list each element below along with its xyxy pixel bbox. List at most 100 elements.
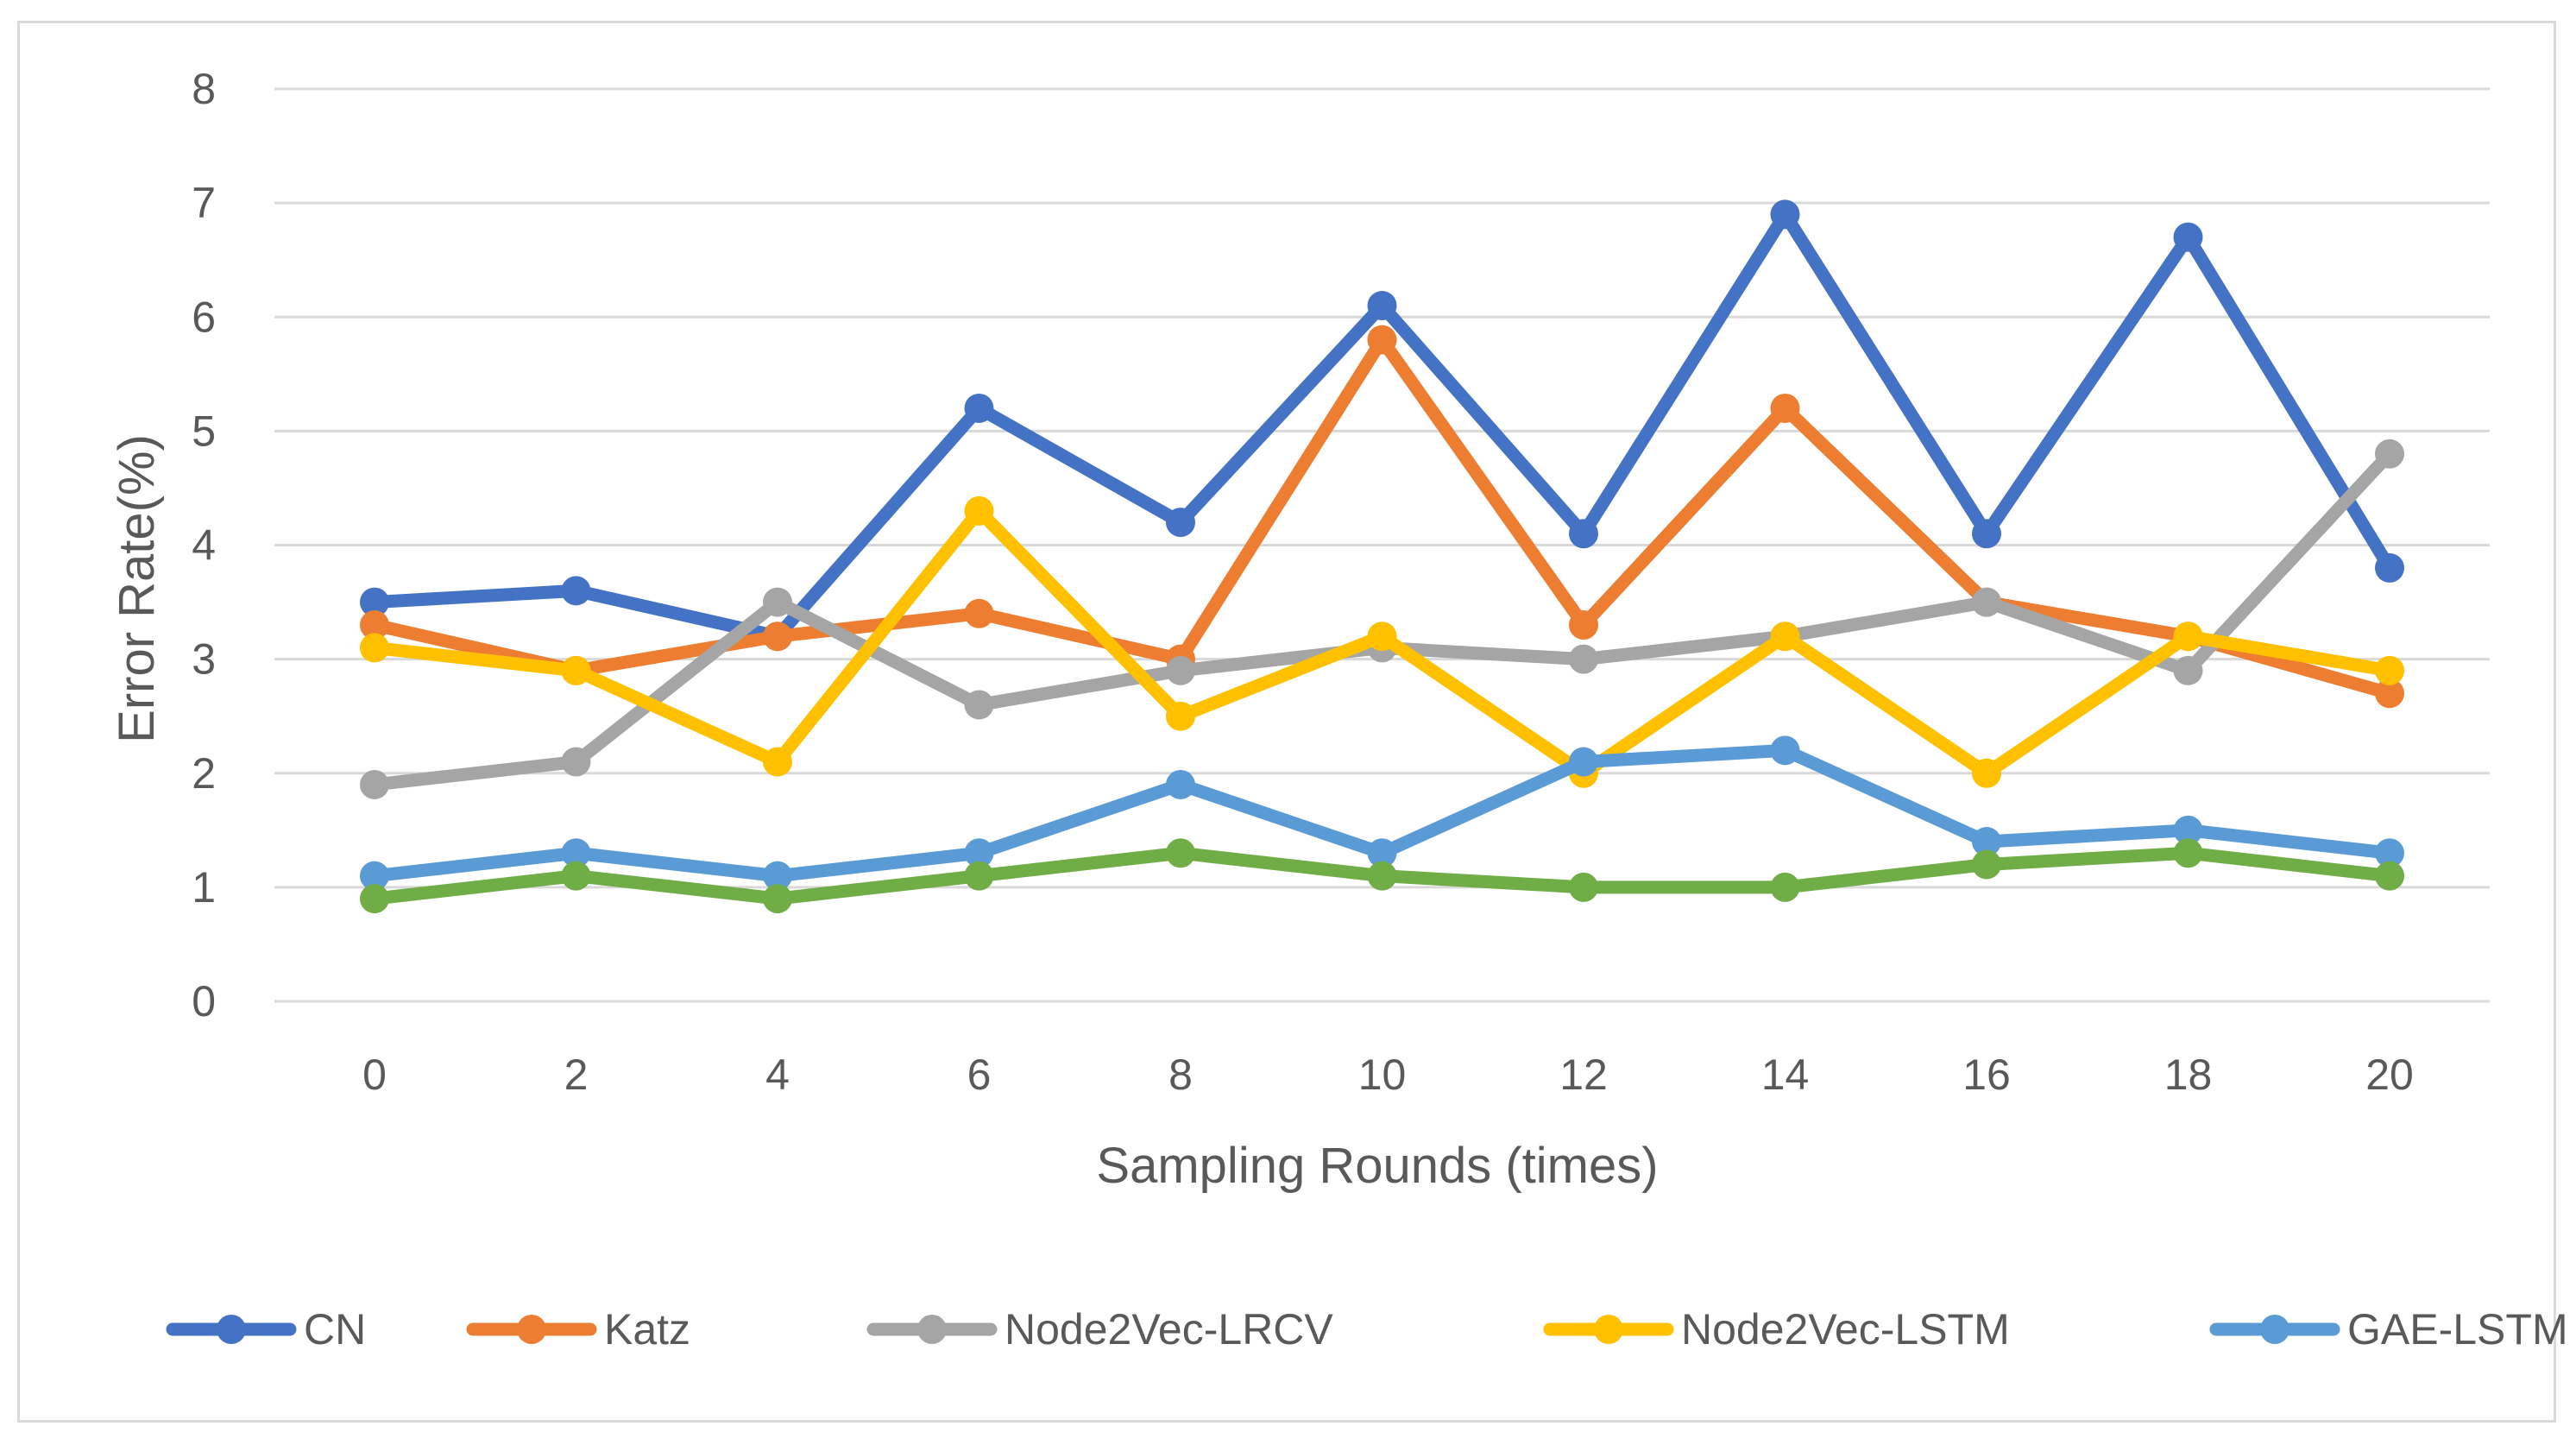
data-point: [1166, 701, 1195, 731]
data-point: [360, 587, 389, 617]
data-point: [360, 769, 389, 799]
x-tick-label: 14: [1761, 1051, 1810, 1099]
data-point: [561, 576, 591, 606]
data-point: [964, 838, 994, 868]
data-point: [2375, 655, 2404, 685]
series-0: [360, 199, 2404, 652]
legend-entry: CN: [166, 1305, 366, 1354]
data-point: [1972, 587, 2001, 617]
y-tick-labels: 0 1 2 3 4 5 6 7 8: [192, 65, 216, 1025]
data-point: [561, 655, 591, 685]
data-point: [2375, 678, 2404, 709]
x-tick-labels: 0 2 4 6 8 10 12 14 16 18 20: [362, 1051, 2414, 1099]
x-tick-label: 12: [1559, 1051, 1608, 1099]
x-tick-label: 18: [2164, 1051, 2213, 1099]
data-point: [1569, 644, 1598, 674]
x-axis-title: Sampling Rounds (times): [1096, 1138, 1658, 1194]
legend: CN Katz Node2Vec-LRCV Node2Vec-LSTM GAE-LSTM…: [166, 1305, 2568, 1354]
legend-entry: Node2Vec-LSTM: [1543, 1305, 2010, 1354]
data-point: [1367, 838, 1397, 868]
data-point: [763, 587, 792, 617]
data-point: [763, 884, 792, 914]
series-line: [368, 207, 2396, 643]
chart-frame: [17, 21, 2556, 1423]
data-point: [964, 598, 994, 628]
data-point: [2173, 622, 2203, 652]
data-point: [561, 838, 591, 868]
y-tick-label: 5: [192, 407, 216, 455]
data-point: [964, 495, 994, 526]
data-point: [1569, 609, 1598, 640]
data-point: [1770, 872, 1800, 902]
data-point: [1972, 758, 2001, 788]
data-point: [2173, 838, 2203, 868]
data-point: [1770, 393, 1800, 423]
legend-label: CN: [304, 1305, 366, 1354]
data-point: [561, 861, 591, 891]
y-tick-label: 4: [192, 521, 216, 570]
data-point: [964, 861, 994, 891]
legend-swatch-marker: [1594, 1315, 1623, 1344]
data-point: [1770, 735, 1800, 766]
data-point: [964, 690, 994, 720]
data-point: [763, 861, 792, 891]
x-tick-label: 4: [765, 1051, 790, 1099]
y-tick-label: 8: [192, 65, 216, 113]
legend-entry: GAE-LSTM: [2209, 1305, 2568, 1354]
data-point: [1166, 655, 1195, 685]
data-point: [1569, 872, 1598, 902]
y-tick-label: 6: [192, 293, 216, 341]
data-point: [2173, 655, 2203, 685]
y-tick-label: 0: [192, 977, 216, 1025]
series-5: [360, 838, 2404, 914]
data-point: [763, 747, 792, 777]
x-tick-label: 6: [967, 1051, 992, 1099]
legend-label: GAE-LSTM: [2347, 1305, 2568, 1354]
x-tick-label: 8: [1168, 1051, 1193, 1099]
legend-swatch-marker: [917, 1315, 947, 1344]
y-axis-title: Error Rate(%): [109, 434, 165, 743]
data-point: [1367, 291, 1397, 321]
data-point: [1972, 849, 2001, 880]
data-point: [1166, 769, 1195, 799]
series-4: [360, 735, 2404, 891]
data-point: [2173, 815, 2203, 845]
data-point: [1166, 508, 1195, 538]
series-3: [360, 495, 2404, 788]
legend-swatch-marker: [2260, 1315, 2289, 1344]
data-point: [360, 609, 389, 640]
data-point: [1367, 325, 1397, 355]
x-tick-label: 20: [2365, 1051, 2414, 1099]
x-tick-label: 10: [1358, 1051, 1407, 1099]
y-tick-label: 2: [192, 749, 216, 798]
data-point: [360, 884, 389, 914]
data-point: [1569, 519, 1598, 549]
x-tick-label: 0: [362, 1051, 387, 1099]
data-point: [1166, 838, 1195, 868]
legend-entry: Katz: [466, 1305, 690, 1354]
y-tick-label: 3: [192, 635, 216, 684]
data-point: [763, 622, 792, 652]
data-point: [1972, 827, 2001, 857]
series-lines: [360, 199, 2404, 914]
legend-swatch-marker: [517, 1315, 546, 1344]
y-tick-label: 7: [192, 179, 216, 227]
legend-label: Katz: [604, 1305, 690, 1354]
data-point: [1972, 519, 2001, 549]
data-point: [964, 393, 994, 423]
x-tick-label: 16: [1962, 1051, 2011, 1099]
legend-entry: Node2Vec-LRCV: [866, 1305, 1333, 1354]
data-point: [1367, 622, 1397, 652]
data-point: [561, 747, 591, 777]
data-point: [2375, 861, 2404, 891]
data-point: [360, 861, 389, 891]
data-point: [1569, 747, 1598, 777]
legend-label: Node2Vec-LRCV: [1005, 1305, 1333, 1354]
data-point: [2375, 552, 2404, 583]
legend-swatch-marker: [217, 1315, 246, 1344]
data-point: [1770, 622, 1800, 652]
data-point: [2375, 439, 2404, 469]
y-tick-label: 1: [192, 863, 216, 912]
legend-label: Node2Vec-LSTM: [1681, 1305, 2010, 1354]
